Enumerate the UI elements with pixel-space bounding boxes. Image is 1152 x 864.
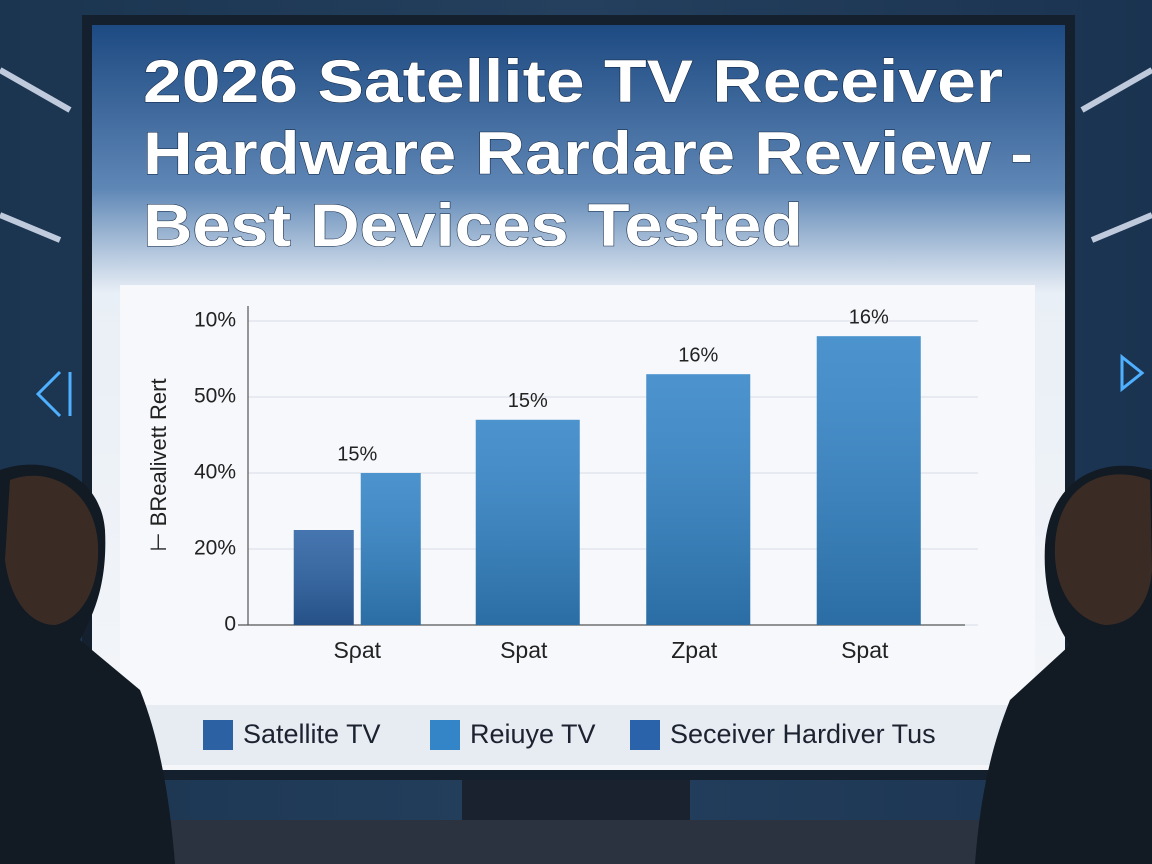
person-right-head (1054, 474, 1152, 625)
legend-swatch (430, 720, 460, 750)
bar-shade (475, 419, 580, 625)
bar-label: 15% (337, 443, 377, 465)
legend-strip (130, 705, 1025, 765)
x-tick-label: Zpat (671, 637, 718, 663)
y-tick-label: 10% (194, 309, 236, 332)
legend-label: Reiuye TV (470, 719, 596, 749)
x-tick-label: Sρat (333, 637, 381, 663)
bar-label: 16% (849, 306, 889, 328)
right-arrow-icon (1120, 353, 1145, 393)
legend-label: Satellite TV (243, 719, 381, 749)
chart: 2026 Satellite TV Receiver Hardware Rard… (143, 47, 1034, 750)
title-line: 2026 Satellite TV Receiver (143, 48, 1003, 115)
legend-swatch (203, 720, 233, 750)
legend-swatch (630, 720, 660, 750)
y-tick-label: 20% (194, 537, 236, 560)
title-line: Best Devices Tested (143, 192, 803, 259)
people (0, 464, 1152, 864)
bar-label: 16% (678, 344, 718, 366)
y-tick-label: 0 (224, 613, 236, 636)
legend-label: Seceiver Hardiver Tus (670, 719, 936, 749)
left-arrow-icon (35, 370, 72, 418)
bar-shade (816, 336, 921, 625)
y-axis-label: ⊢ BRealivett Rert (146, 378, 171, 551)
title-line: Hardware Rardare Review - (143, 120, 1033, 187)
y-tick-label: 50% (194, 385, 236, 408)
bar-shade (293, 530, 354, 625)
person-left-head (5, 475, 99, 625)
bar-shade (360, 473, 421, 625)
x-tick-label: Spat (500, 637, 548, 663)
bar-label: 15% (508, 390, 548, 412)
ceiling-lights (0, 67, 1152, 243)
x-tick-label: Spat (841, 637, 889, 663)
desk (0, 820, 1152, 864)
bar-shade (646, 374, 751, 625)
y-tick-label: 40% (194, 461, 236, 484)
